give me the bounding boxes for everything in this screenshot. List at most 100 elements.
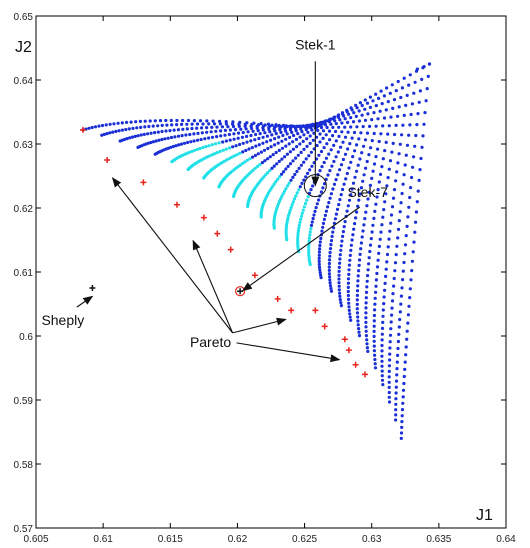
feasible-point [298, 142, 302, 146]
feasible-point [345, 110, 349, 114]
feasible-point [174, 144, 178, 148]
feasible-point [339, 145, 343, 149]
feasible-point [339, 248, 343, 252]
feasible-point [400, 414, 404, 418]
feasible-point [347, 308, 351, 312]
feasible-point [357, 198, 361, 202]
feasible-point [134, 120, 138, 124]
feasible-point [415, 67, 419, 71]
feasible-set-cloud [81, 62, 432, 440]
feasible-point [339, 301, 343, 305]
feasible-point [176, 134, 181, 138]
feasible-point [379, 132, 383, 136]
feasible-point [351, 120, 356, 124]
feasible-point [337, 277, 341, 281]
feasible-point [205, 119, 209, 123]
feasible-point [397, 105, 401, 109]
feasible-point [418, 168, 422, 172]
feasible-point [318, 123, 322, 127]
feasible-point [327, 261, 331, 266]
highlight-point [195, 147, 199, 151]
feasible-point [408, 195, 412, 200]
feasible-point [355, 311, 360, 315]
feasible-point [318, 268, 322, 272]
feasible-point [338, 261, 342, 265]
feasible-point [135, 126, 139, 130]
feasible-point [373, 366, 378, 370]
feasible-point [391, 106, 395, 110]
feasible-point [291, 175, 295, 179]
feasible-point [398, 310, 402, 314]
feasible-point [335, 207, 340, 211]
highlight-point [201, 145, 205, 150]
feasible-point [255, 126, 259, 130]
feasible-point [363, 217, 367, 221]
feasible-point [250, 146, 254, 150]
feasible-point [228, 128, 232, 132]
feasible-point [375, 271, 379, 276]
feasible-point [318, 132, 322, 136]
feasible-point [401, 401, 405, 405]
highlight-point [296, 241, 300, 245]
feasible-point [258, 132, 262, 136]
feasible-point [357, 137, 361, 141]
highlight-point [307, 236, 311, 240]
feasible-point [401, 123, 405, 127]
feasible-point [337, 134, 341, 138]
highlight-point [193, 148, 197, 152]
feasible-point [129, 120, 133, 124]
feasible-point [328, 275, 332, 279]
feasible-point [181, 118, 185, 123]
feasible-point [263, 131, 267, 135]
feasible-point [307, 154, 311, 158]
feasible-point [380, 349, 384, 353]
feasible-point [332, 143, 336, 147]
feasible-point [356, 274, 360, 278]
feasible-point [386, 100, 390, 104]
feasible-point [328, 169, 332, 173]
feasible-point [139, 125, 143, 129]
feasible-point [356, 319, 360, 323]
feasible-point [409, 278, 413, 282]
feasible-point [345, 171, 349, 176]
feasible-point [357, 269, 361, 273]
feasible-point [385, 260, 389, 264]
feasible-point [146, 132, 150, 136]
feasible-point [421, 134, 425, 138]
feasible-point [400, 425, 404, 429]
feasible-point [405, 143, 410, 147]
feasible-point [326, 205, 330, 209]
feasible-point [380, 378, 385, 382]
feasible-point [309, 188, 313, 192]
highlight-point [307, 258, 311, 262]
feasible-point [346, 277, 351, 281]
feasible-point [415, 200, 419, 204]
feasible-point [373, 362, 377, 366]
highlight-point [188, 150, 192, 154]
feasible-point [300, 130, 304, 134]
feasible-point [108, 122, 112, 126]
feasible-point [325, 125, 329, 130]
feasible-point [356, 163, 360, 167]
feasible-point [341, 157, 345, 162]
highlight-point [276, 177, 280, 181]
x-tick-label: 0.615 [158, 534, 183, 545]
feasible-point [330, 164, 334, 168]
feasible-point [328, 284, 333, 288]
feasible-point [355, 298, 359, 302]
feasible-point [404, 103, 408, 107]
feasible-point [309, 150, 313, 154]
feasible-point [180, 134, 184, 138]
annotation-arrow [241, 206, 361, 292]
feasible-point [282, 170, 286, 174]
feasible-point [389, 115, 393, 119]
feasible-point [389, 213, 394, 217]
highlight-point [238, 163, 242, 167]
feasible-point [366, 112, 370, 116]
feasible-point [270, 166, 274, 170]
feasible-point [374, 155, 378, 159]
feasible-point [328, 247, 333, 251]
feasible-point [381, 308, 385, 312]
feasible-point [151, 124, 155, 128]
feasible-point [185, 122, 189, 126]
